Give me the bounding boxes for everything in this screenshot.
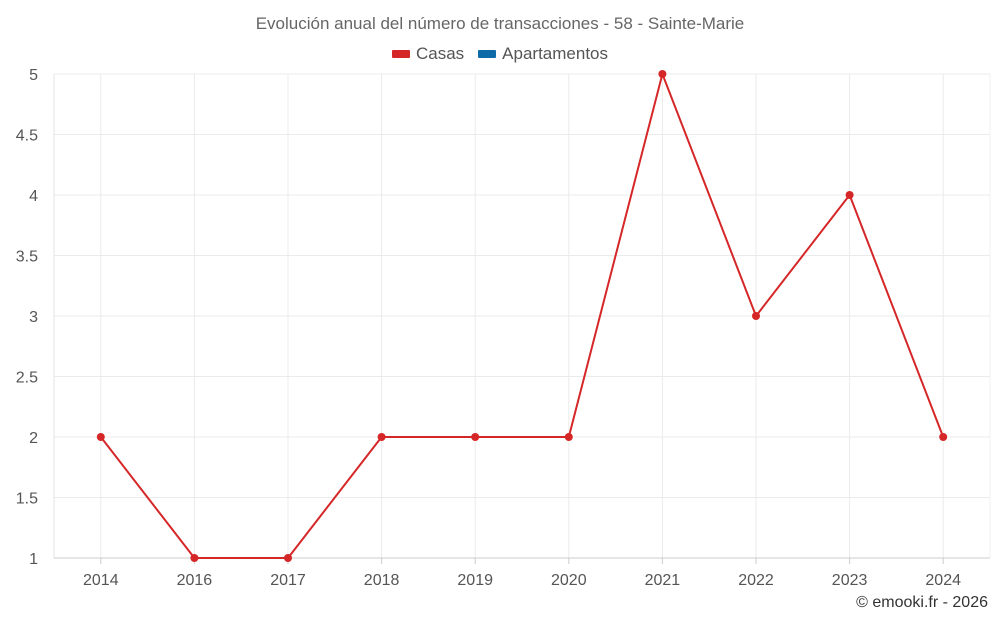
- y-tick-label: 1: [29, 551, 38, 568]
- x-tick-label: 2018: [364, 572, 400, 589]
- credit-text: © emooki.fr - 2026: [856, 594, 988, 611]
- legend-item-apartamentos[interactable]: Apartamentos: [478, 44, 608, 64]
- x-tick-label: 2021: [645, 572, 681, 589]
- y-tick-label: 2: [29, 430, 38, 447]
- y-tick-label: 4: [29, 188, 38, 205]
- y-tick-label: 5: [29, 67, 38, 84]
- series-layer: [96, 70, 948, 562]
- legend-swatch-casas: [391, 50, 410, 58]
- x-tick-label: 2019: [457, 572, 493, 589]
- data-point-casas[interactable]: [939, 433, 948, 441]
- data-point-casas[interactable]: [96, 433, 105, 441]
- x-tick-label: 2024: [925, 572, 961, 589]
- legend-item-casas[interactable]: Casas: [391, 44, 465, 64]
- y-tick-label: 3: [29, 309, 38, 326]
- data-point-casas[interactable]: [471, 433, 480, 441]
- data-point-casas[interactable]: [658, 70, 667, 78]
- legend-label-apartamentos: Apartamentos: [502, 44, 609, 63]
- grid-lines: [54, 73, 990, 558]
- x-tick-label: 2020: [551, 572, 587, 589]
- y-tick-label: 4.5: [16, 128, 38, 145]
- x-axis-ticks: 2014 2016 2017 2018 2019 2020 2021 2022 2023 2024: [83, 572, 961, 589]
- x-tick-label: 2017: [270, 572, 306, 589]
- data-point-casas[interactable]: [564, 433, 573, 441]
- chart-title: Evolución anual del número de transaccio…: [255, 14, 745, 33]
- data-point-casas[interactable]: [190, 554, 199, 562]
- x-tick-label: 2016: [177, 572, 213, 589]
- x-tick-label: 2014: [83, 572, 119, 589]
- y-tick-label: 2.5: [16, 370, 38, 387]
- legend-label-casas: Casas: [415, 44, 465, 63]
- y-tick-label: 3.5: [16, 249, 38, 266]
- x-tick-label: 2023: [832, 572, 868, 589]
- legend-swatch-apartamentos: [478, 50, 497, 58]
- x-tick-label: 2022: [738, 572, 774, 589]
- y-axis-ticks: 1 1.5 2 2.5 3 3.5 4 4.5 5: [16, 67, 38, 568]
- data-point-casas[interactable]: [845, 191, 854, 199]
- data-point-casas[interactable]: [752, 312, 760, 320]
- legend: Casas Apartamentos: [0, 44, 1000, 64]
- y-tick-label: 1.5: [16, 491, 38, 508]
- series-line-casas: [100, 73, 945, 559]
- data-point-casas[interactable]: [284, 554, 292, 562]
- data-point-casas[interactable]: [377, 433, 386, 441]
